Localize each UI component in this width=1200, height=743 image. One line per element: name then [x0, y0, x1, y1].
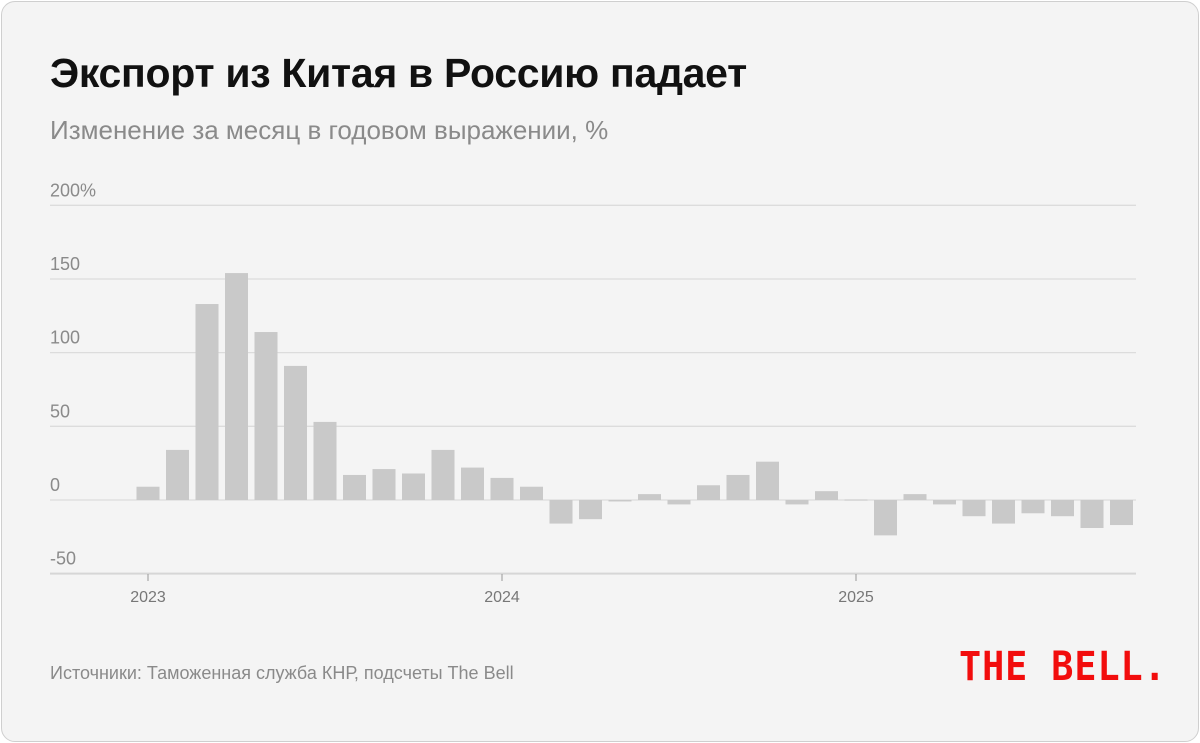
bar-2025-04 — [933, 500, 956, 505]
bar-2023-04 — [225, 273, 248, 500]
bar-2024-04 — [579, 500, 602, 520]
bar-2025-10 — [1110, 500, 1133, 526]
bar-2025-05 — [962, 500, 986, 517]
x-tick-label: 2025 — [838, 589, 874, 606]
chart-subtitle: Изменение за месяц в годовом выражении, … — [50, 115, 609, 145]
bar-2023-10 — [402, 473, 425, 500]
y-tick-label: 0 — [50, 475, 60, 495]
y-tick-label: 50 — [50, 401, 70, 421]
bar-2023-08 — [343, 474, 366, 500]
bar-2024-06 — [638, 494, 661, 500]
bar-2023-11 — [431, 449, 455, 500]
bar-2024-02 — [520, 486, 543, 500]
x-tick-label: 2024 — [484, 589, 520, 606]
bar-2023-09 — [372, 469, 396, 500]
bar-2024-05 — [608, 500, 632, 502]
bar-2025-08 — [1051, 500, 1074, 517]
bar-2024-01 — [490, 477, 514, 500]
bar-2025-06 — [992, 500, 1015, 524]
bar-2023-05 — [254, 332, 278, 500]
bar-2024-09 — [726, 474, 750, 500]
bar-2025-07 — [1021, 500, 1045, 514]
y-tick-label: 150 — [50, 254, 80, 274]
the-bell-logo: THE BELL. — [959, 644, 1167, 690]
bar-2025-01 — [844, 499, 868, 501]
source-note: Источники: Таможенная служба КНР, подсче… — [50, 663, 514, 683]
bar-2024-03 — [549, 500, 573, 524]
bar-2024-12 — [815, 491, 838, 500]
bar-2024-11 — [785, 500, 809, 505]
chart-title: Экспорт из Китая в Россию падает — [50, 50, 747, 96]
bar-2025-09 — [1080, 500, 1104, 528]
bar-2023-12 — [461, 467, 484, 500]
bar-2023-02 — [166, 449, 189, 500]
y-tick-label: -50 — [50, 549, 76, 569]
bar-2023-03 — [195, 304, 219, 500]
bar-2023-07 — [313, 421, 337, 500]
y-tick-label: 200% — [50, 180, 96, 200]
bar-2025-02 — [874, 500, 897, 536]
bar-2024-07 — [667, 500, 691, 505]
x-tick-label: 2023 — [130, 589, 166, 606]
bar-2025-03 — [903, 494, 927, 500]
bar-2024-10 — [756, 461, 779, 500]
bar-2024-08 — [697, 485, 720, 500]
bar-2023-01 — [136, 486, 160, 500]
bar-2023-06 — [284, 365, 307, 500]
y-tick-label: 100 — [50, 328, 80, 348]
